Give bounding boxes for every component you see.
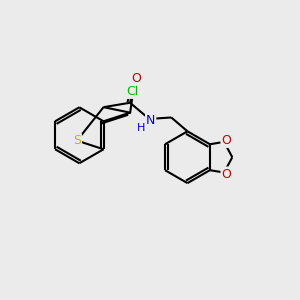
Text: S: S (73, 134, 81, 147)
Text: O: O (221, 167, 231, 181)
Text: H: H (137, 123, 145, 134)
Text: O: O (221, 134, 231, 147)
Text: N: N (146, 114, 155, 127)
Text: Cl: Cl (126, 85, 139, 98)
Text: O: O (132, 72, 142, 85)
